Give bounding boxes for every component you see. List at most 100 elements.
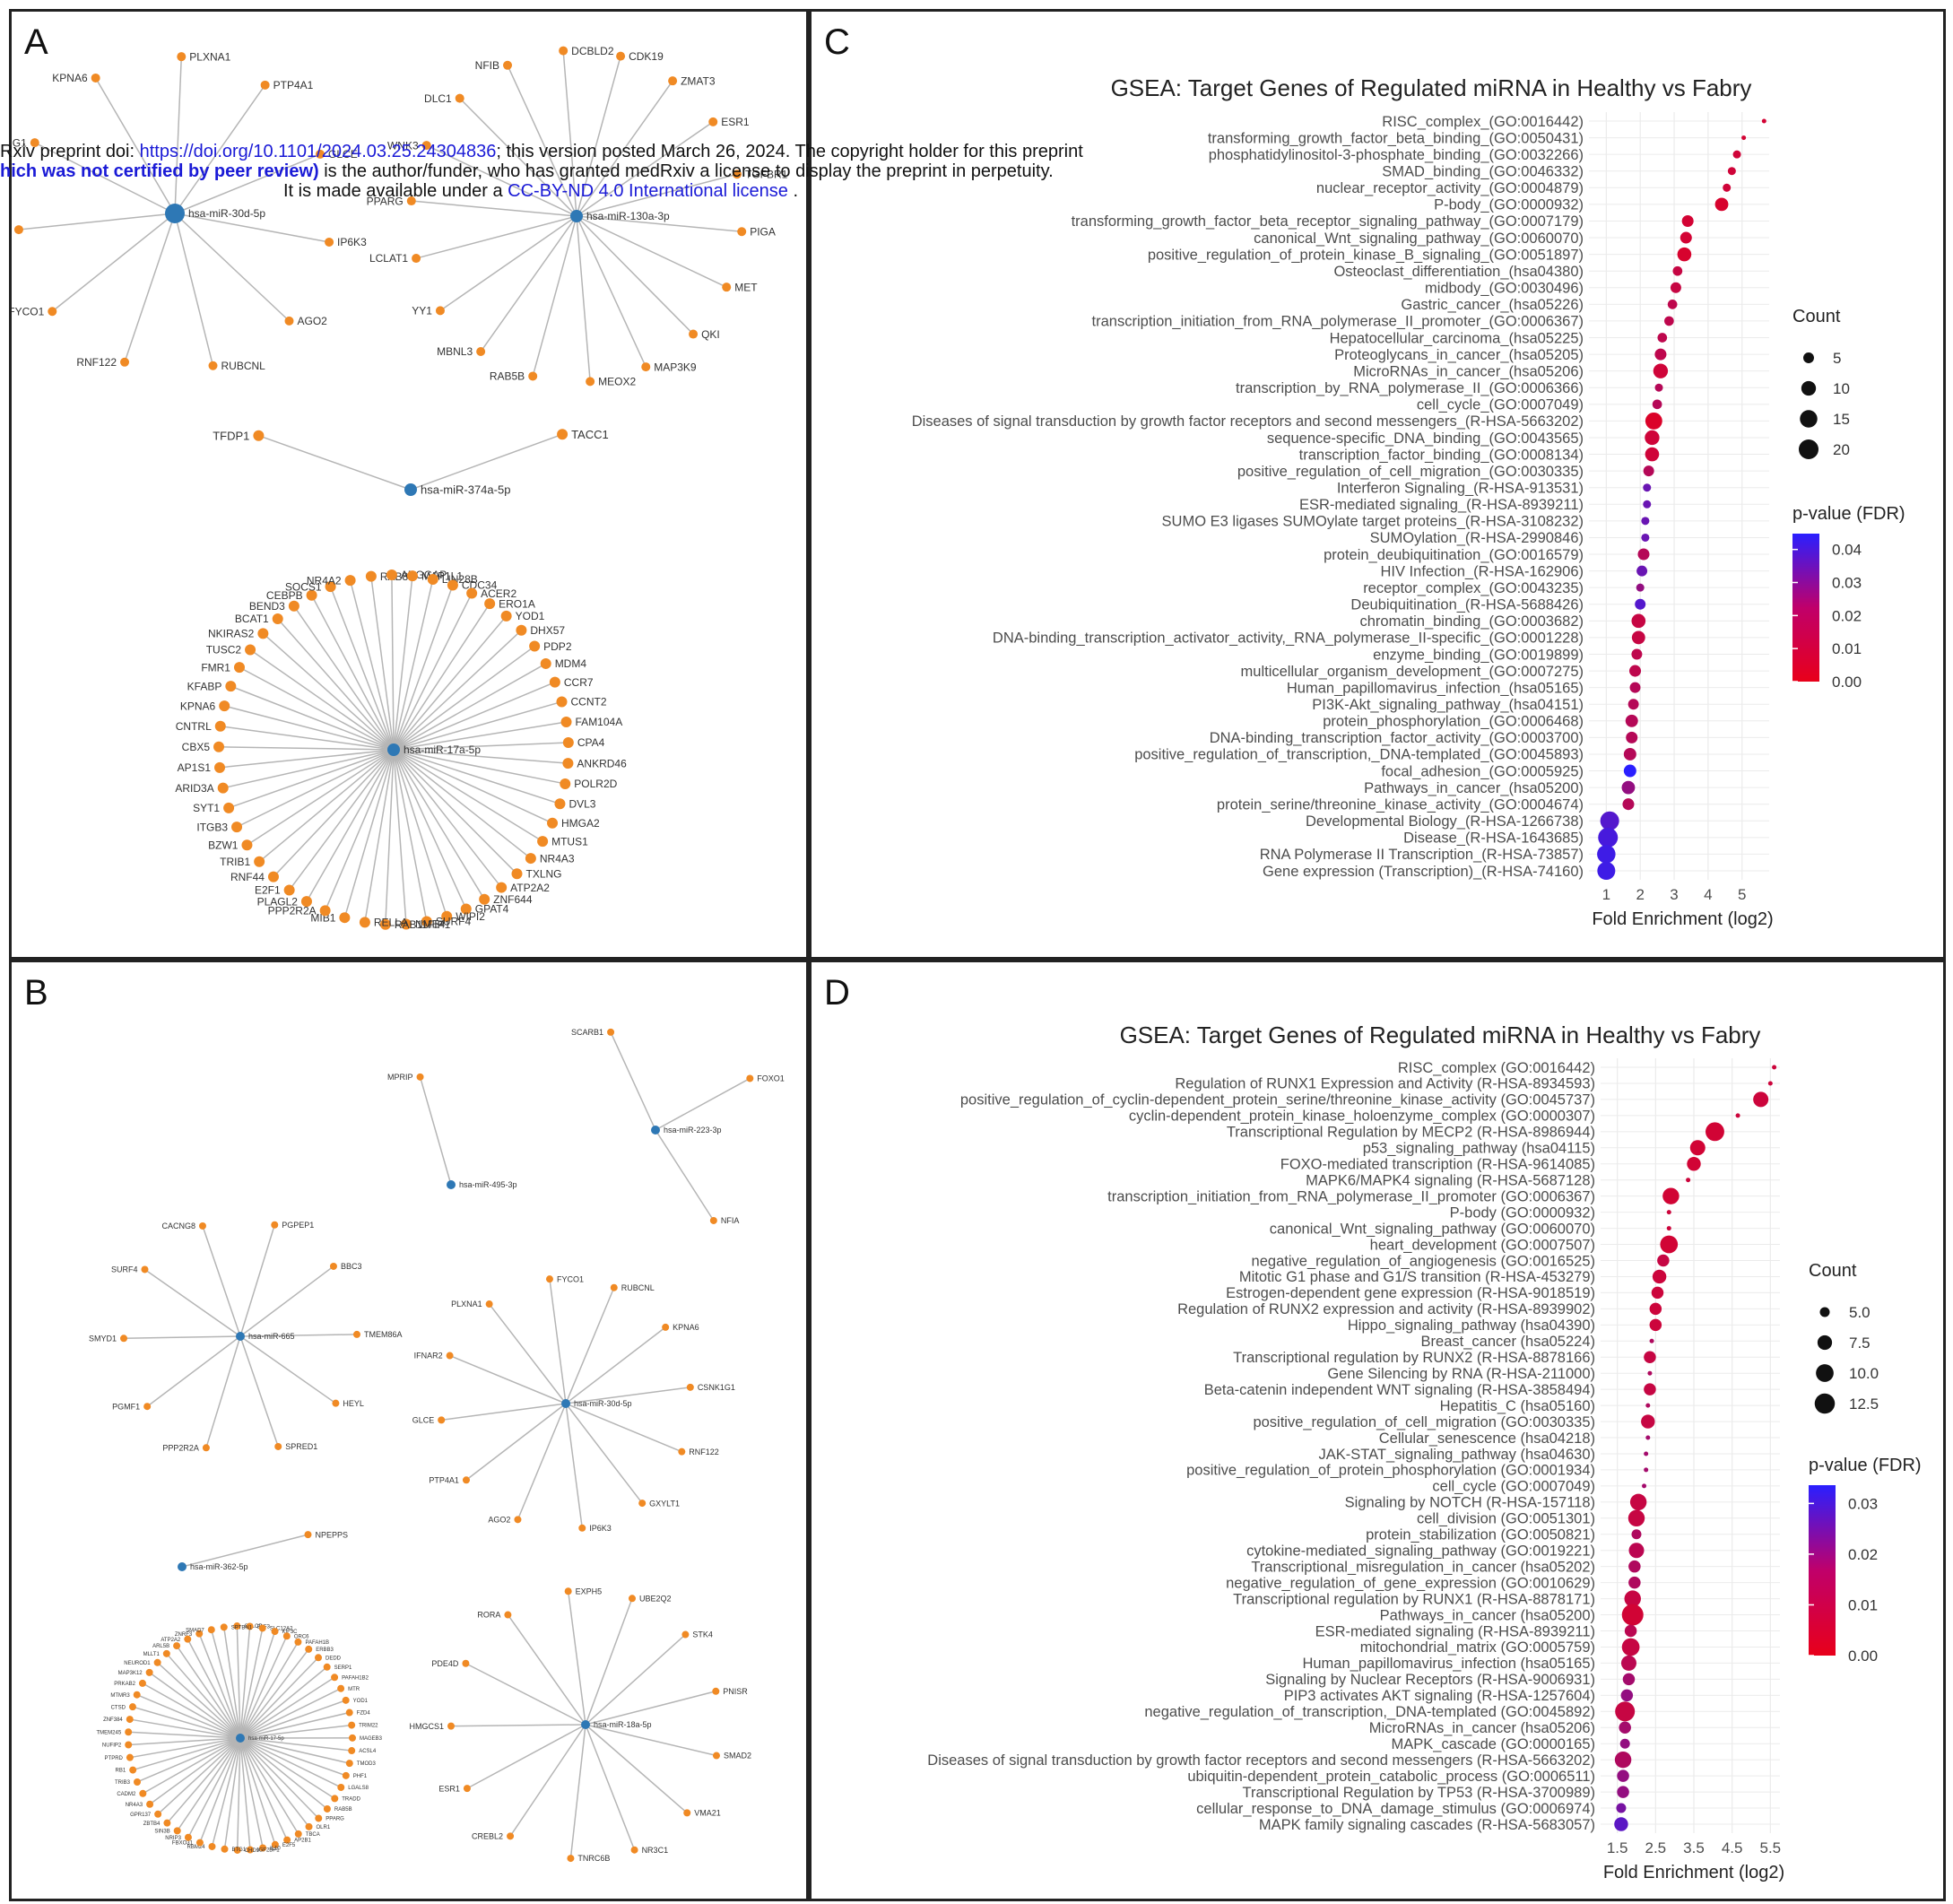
network-edge bbox=[394, 647, 534, 750]
gene-label: YY1 bbox=[412, 305, 432, 317]
enrichment-point bbox=[1641, 534, 1649, 542]
data-points bbox=[1597, 119, 1766, 880]
enrichment-point bbox=[1621, 1690, 1633, 1701]
gene-label: CREBL2 bbox=[472, 1831, 503, 1840]
gene-label: PGMF1 bbox=[112, 1402, 140, 1411]
gene-label: CCNT2 bbox=[571, 696, 607, 709]
enrichment-point bbox=[1753, 1091, 1768, 1107]
enrichment-point bbox=[1614, 1817, 1628, 1830]
enrichment-point bbox=[1622, 798, 1634, 810]
gene-node bbox=[221, 1623, 228, 1630]
gene-node bbox=[283, 1632, 291, 1639]
term-label: positive_regulation_of_cyclin-dependent_… bbox=[960, 1092, 1595, 1108]
enrichment-point bbox=[1630, 682, 1641, 693]
gene-node bbox=[428, 574, 438, 585]
gene-label: IP6K3 bbox=[589, 1524, 612, 1533]
gene-node bbox=[215, 721, 226, 732]
term-label: Human_papillomavirus_infection (hsa05165… bbox=[1302, 1656, 1595, 1672]
enrichment-point bbox=[1654, 364, 1668, 378]
doi-link[interactable]: https://doi.org/10.1101/2024.03.25.24304… bbox=[140, 142, 497, 161]
enrichment-point bbox=[1645, 1404, 1650, 1408]
gene-node bbox=[611, 1284, 618, 1291]
gene-node bbox=[546, 1275, 553, 1282]
gene-label: FYCO1 bbox=[12, 305, 45, 317]
gene-label: STK4 bbox=[692, 1630, 713, 1639]
gene-node bbox=[386, 569, 397, 580]
network-edge bbox=[517, 1404, 566, 1519]
gene-node bbox=[139, 1790, 146, 1797]
gene-label: YOD1 bbox=[516, 610, 545, 622]
gene-label: KPNA6 bbox=[180, 700, 216, 712]
gene-node bbox=[486, 1300, 493, 1308]
license-link[interactable]: CC-BY-ND 4.0 International license bbox=[508, 181, 788, 201]
gene-label: TXLNG bbox=[525, 867, 561, 880]
gene-node bbox=[708, 117, 717, 126]
enrichment-point bbox=[1652, 1287, 1663, 1299]
mirna-hub-node bbox=[236, 1734, 245, 1743]
network-edge bbox=[240, 1266, 334, 1336]
network-edge bbox=[394, 750, 542, 841]
gene-label: ATP2A2 bbox=[510, 882, 550, 894]
color-legend-label: 0.02 bbox=[1832, 607, 1862, 624]
network-edge bbox=[125, 213, 175, 362]
chart-grid bbox=[1589, 112, 1769, 880]
gene-label: MLLT1 bbox=[143, 1652, 161, 1657]
network-cluster: CALCRELF3SLC12A2KIF3CORC6PAFAH1BERBB3DED… bbox=[96, 1622, 382, 1854]
gene-node bbox=[301, 896, 312, 907]
gene-node bbox=[289, 601, 299, 612]
network-edge bbox=[326, 750, 394, 910]
network-edge bbox=[223, 750, 394, 788]
network-edge bbox=[258, 436, 411, 490]
enrichment-point bbox=[1635, 599, 1645, 610]
enrichment-point bbox=[1631, 1529, 1641, 1539]
size-legend-label: 5 bbox=[1833, 350, 1841, 367]
gene-label: BZW1 bbox=[208, 839, 239, 851]
network-edge bbox=[230, 686, 394, 750]
gene-label: HMGA2 bbox=[561, 817, 600, 830]
network-cluster: FYCO1RUBCNLKPNA6CSNK1G1RNF122GXYLT1IP6K3… bbox=[412, 1274, 735, 1533]
enrichment-point bbox=[1650, 1303, 1662, 1315]
term-label: midbody_(GO:0030496) bbox=[1425, 281, 1584, 297]
gene-label: PAFAH1B bbox=[305, 1640, 329, 1646]
network-edge bbox=[199, 1634, 240, 1738]
gene-node bbox=[578, 1525, 586, 1532]
network-edge bbox=[175, 213, 290, 321]
gene-node bbox=[641, 362, 650, 371]
gene-node bbox=[173, 1642, 180, 1649]
gene-node bbox=[537, 836, 548, 847]
term-label: transcription_by_RNA_polymerase_II_(GO:0… bbox=[1236, 380, 1584, 396]
gene-label: RNF44 bbox=[230, 871, 265, 883]
size-legend-label: 20 bbox=[1833, 441, 1850, 458]
gene-label: FBXO31 bbox=[172, 1841, 194, 1847]
color-legend-label: 0.03 bbox=[1848, 1495, 1878, 1512]
network-edge bbox=[510, 1725, 586, 1836]
x-tick-label: 1 bbox=[1602, 886, 1610, 903]
gene-label: PPARG bbox=[326, 1817, 344, 1822]
gene-node bbox=[125, 1742, 132, 1749]
gene-label: RAB5B bbox=[334, 1807, 352, 1813]
enrichment-point bbox=[1667, 1226, 1671, 1230]
network-cluster: NFIBDCBLD2CDK19ZMAT3ESR1TGFBR1PIGAMETQKI… bbox=[367, 45, 788, 388]
enrichment-point bbox=[1642, 1483, 1646, 1488]
network-edge bbox=[465, 1664, 586, 1725]
x-axis: 1.52.53.54.55.5Fold Enrichment (log2) bbox=[1603, 1839, 1784, 1882]
gene-label: FAM104A bbox=[576, 716, 623, 728]
term-label: Signaling by Nuclear Receptors (R-HSA-90… bbox=[1265, 1672, 1595, 1688]
gene-node bbox=[225, 681, 236, 691]
network-cluster: TACC1TFDP1hsa-miR-374a-5p bbox=[213, 428, 609, 497]
network-edge bbox=[239, 667, 394, 750]
gene-label: SMAD2 bbox=[724, 1752, 751, 1761]
term-label: Mitotic G1 phase and G1/S transition (R-… bbox=[1239, 1269, 1595, 1285]
size-legend-dot bbox=[1799, 439, 1818, 459]
gene-label: CADM2 bbox=[117, 1792, 136, 1797]
gene-label: PLXNA1 bbox=[451, 1300, 482, 1308]
network-edge bbox=[158, 1738, 240, 1814]
gene-node bbox=[154, 1811, 161, 1818]
gene-node bbox=[638, 1500, 646, 1507]
network-edge bbox=[586, 1635, 685, 1725]
gene-node bbox=[668, 76, 677, 85]
gene-node bbox=[245, 644, 256, 655]
banner-line-3: It is made available under a CC-BY-ND 4.… bbox=[283, 181, 798, 201]
gene-node bbox=[447, 1352, 454, 1360]
gene-node bbox=[163, 1650, 170, 1657]
